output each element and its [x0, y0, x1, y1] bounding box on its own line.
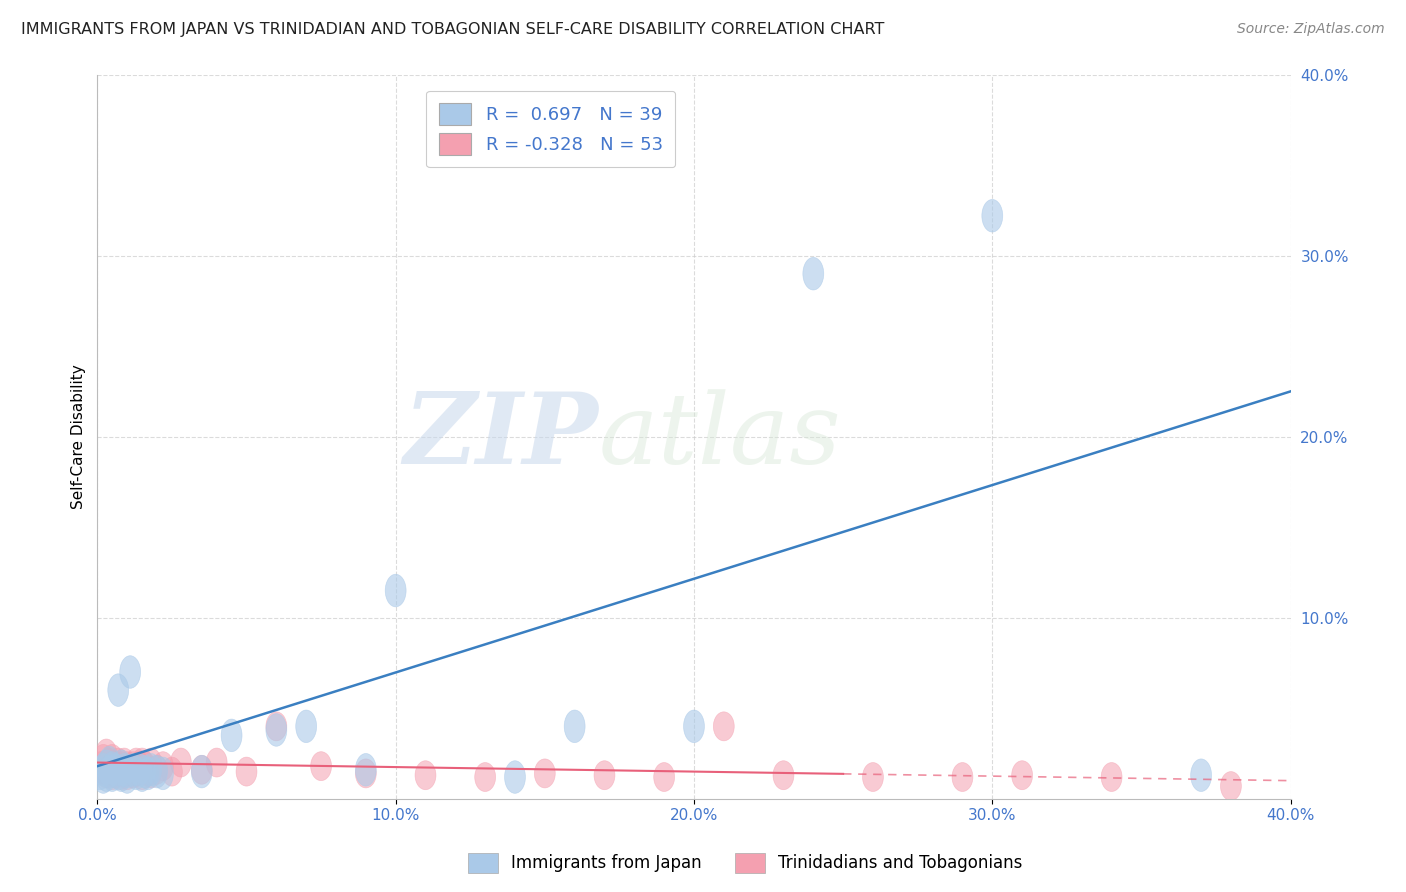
Ellipse shape: [135, 752, 156, 780]
Ellipse shape: [122, 754, 143, 786]
Ellipse shape: [90, 757, 111, 789]
Ellipse shape: [101, 745, 122, 773]
Ellipse shape: [952, 763, 973, 791]
Ellipse shape: [96, 759, 117, 791]
Ellipse shape: [101, 761, 122, 789]
Ellipse shape: [105, 752, 125, 780]
Ellipse shape: [135, 756, 156, 788]
Ellipse shape: [93, 761, 114, 793]
Ellipse shape: [152, 757, 173, 789]
Ellipse shape: [117, 756, 138, 788]
Ellipse shape: [122, 752, 143, 780]
Ellipse shape: [654, 763, 675, 791]
Ellipse shape: [505, 761, 526, 793]
Ellipse shape: [101, 752, 122, 784]
Ellipse shape: [122, 759, 143, 788]
Ellipse shape: [96, 750, 117, 782]
Ellipse shape: [120, 756, 141, 784]
Ellipse shape: [117, 761, 138, 793]
Ellipse shape: [534, 759, 555, 788]
Ellipse shape: [125, 757, 146, 786]
Ellipse shape: [96, 739, 117, 768]
Ellipse shape: [773, 761, 794, 789]
Ellipse shape: [141, 754, 162, 786]
Ellipse shape: [129, 752, 149, 780]
Ellipse shape: [117, 761, 138, 789]
Ellipse shape: [138, 757, 159, 786]
Ellipse shape: [120, 656, 141, 689]
Ellipse shape: [1220, 772, 1241, 800]
Ellipse shape: [132, 748, 152, 777]
Ellipse shape: [98, 756, 120, 788]
Ellipse shape: [191, 756, 212, 788]
Ellipse shape: [981, 200, 1002, 232]
Ellipse shape: [111, 752, 132, 780]
Ellipse shape: [146, 756, 167, 788]
Ellipse shape: [207, 748, 228, 777]
Ellipse shape: [96, 759, 117, 788]
Ellipse shape: [125, 748, 146, 777]
Ellipse shape: [111, 750, 132, 782]
Ellipse shape: [385, 574, 406, 607]
Ellipse shape: [683, 710, 704, 743]
Ellipse shape: [138, 757, 159, 789]
Ellipse shape: [415, 761, 436, 789]
Ellipse shape: [162, 757, 183, 786]
Ellipse shape: [114, 754, 135, 786]
Text: atlas: atlas: [599, 389, 841, 484]
Ellipse shape: [105, 754, 125, 786]
Ellipse shape: [713, 712, 734, 741]
Ellipse shape: [1191, 759, 1212, 791]
Ellipse shape: [191, 756, 212, 784]
Ellipse shape: [170, 748, 191, 777]
Ellipse shape: [266, 714, 287, 747]
Ellipse shape: [93, 745, 114, 773]
Ellipse shape: [132, 761, 152, 789]
Ellipse shape: [114, 757, 135, 786]
Ellipse shape: [108, 756, 129, 784]
Ellipse shape: [221, 719, 242, 752]
Ellipse shape: [98, 748, 120, 777]
Ellipse shape: [356, 754, 377, 786]
Ellipse shape: [117, 752, 138, 780]
Ellipse shape: [98, 747, 120, 779]
Y-axis label: Self-Care Disability: Self-Care Disability: [72, 364, 86, 509]
Ellipse shape: [295, 710, 316, 743]
Ellipse shape: [108, 673, 129, 706]
Ellipse shape: [803, 258, 824, 290]
Ellipse shape: [141, 748, 162, 777]
Ellipse shape: [98, 757, 120, 786]
Ellipse shape: [266, 712, 287, 741]
Ellipse shape: [152, 752, 173, 780]
Ellipse shape: [475, 763, 495, 791]
Ellipse shape: [108, 757, 129, 789]
Legend: Immigrants from Japan, Trinidadians and Tobagonians: Immigrants from Japan, Trinidadians and …: [461, 847, 1029, 880]
Ellipse shape: [111, 761, 132, 789]
Ellipse shape: [141, 759, 162, 788]
Ellipse shape: [564, 710, 585, 743]
Ellipse shape: [132, 759, 152, 791]
Ellipse shape: [311, 752, 332, 780]
Ellipse shape: [114, 748, 135, 777]
Text: ZIP: ZIP: [404, 388, 599, 485]
Ellipse shape: [90, 752, 111, 780]
Ellipse shape: [93, 754, 114, 786]
Ellipse shape: [125, 757, 146, 789]
Text: IMMIGRANTS FROM JAPAN VS TRINIDADIAN AND TOBAGONIAN SELF-CARE DISABILITY CORRELA: IMMIGRANTS FROM JAPAN VS TRINIDADIAN AND…: [21, 22, 884, 37]
Ellipse shape: [93, 756, 114, 784]
Ellipse shape: [1012, 761, 1032, 789]
Ellipse shape: [862, 763, 883, 791]
Ellipse shape: [111, 759, 132, 791]
Ellipse shape: [101, 759, 122, 791]
Ellipse shape: [1101, 763, 1122, 791]
Ellipse shape: [146, 756, 167, 784]
Legend: R =  0.697   N = 39, R = -0.328   N = 53: R = 0.697 N = 39, R = -0.328 N = 53: [426, 91, 675, 168]
Ellipse shape: [356, 759, 377, 788]
Ellipse shape: [595, 761, 614, 789]
Text: Source: ZipAtlas.com: Source: ZipAtlas.com: [1237, 22, 1385, 37]
Ellipse shape: [108, 748, 129, 777]
Ellipse shape: [105, 759, 125, 788]
Ellipse shape: [236, 757, 257, 786]
Ellipse shape: [129, 754, 149, 786]
